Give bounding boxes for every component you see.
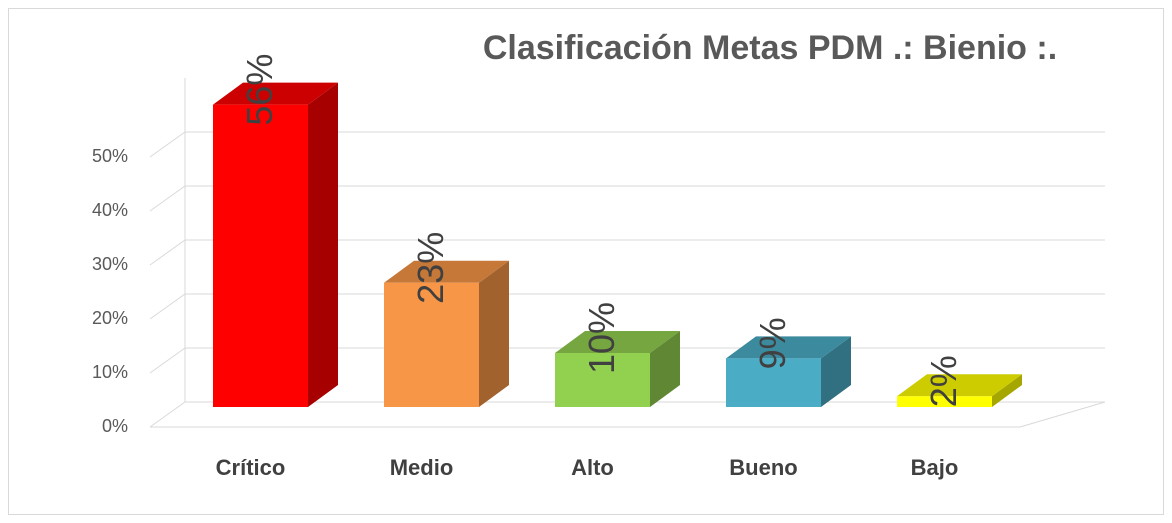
y-tick-label: 40% bbox=[92, 200, 128, 220]
bar-side bbox=[308, 82, 338, 407]
x-tick-label: Crítico bbox=[216, 455, 286, 480]
x-tick-label: Bajo bbox=[911, 455, 959, 480]
data-label: 56% bbox=[239, 54, 280, 126]
bar-front bbox=[555, 353, 650, 407]
bar bbox=[555, 331, 680, 407]
bar-side bbox=[650, 331, 680, 407]
grid-line bbox=[149, 185, 1105, 212]
bar bbox=[384, 260, 509, 407]
y-tick-label: 50% bbox=[92, 146, 128, 166]
bar-front bbox=[384, 282, 479, 407]
bar bbox=[213, 82, 338, 407]
bar bbox=[726, 336, 851, 407]
y-tick-label: 20% bbox=[92, 308, 128, 328]
y-tick-label: 10% bbox=[92, 362, 128, 382]
bar-top bbox=[897, 374, 1022, 397]
grid-line bbox=[149, 293, 1105, 320]
x-tick-label: Bueno bbox=[729, 455, 797, 480]
bar-top bbox=[555, 331, 680, 353]
data-label: 23% bbox=[410, 232, 451, 304]
bar-front bbox=[726, 358, 821, 407]
bar-side bbox=[821, 336, 851, 407]
x-tick-label: Medio bbox=[390, 455, 454, 480]
chart-title: Clasificación Metas PDM .: Bienio :. bbox=[483, 29, 1057, 67]
bar bbox=[897, 374, 1022, 407]
y-tick-label: 30% bbox=[92, 254, 128, 274]
bar-front bbox=[213, 104, 308, 407]
bar-top bbox=[726, 336, 851, 359]
bar-top bbox=[213, 82, 338, 105]
data-label: 9% bbox=[752, 317, 793, 369]
floor-side bbox=[1019, 401, 1106, 428]
y-tick-label: 0% bbox=[102, 416, 128, 436]
data-label: 10% bbox=[581, 302, 622, 374]
x-tick-label: Alto bbox=[571, 455, 614, 480]
bar-side bbox=[992, 374, 1022, 407]
bar-side bbox=[479, 260, 509, 407]
bar-top bbox=[384, 260, 509, 283]
grid-line bbox=[149, 239, 1105, 266]
bar-front bbox=[897, 396, 992, 407]
data-label: 2% bbox=[923, 355, 964, 407]
chart-frame bbox=[8, 8, 1164, 515]
grid-line bbox=[149, 131, 1105, 158]
